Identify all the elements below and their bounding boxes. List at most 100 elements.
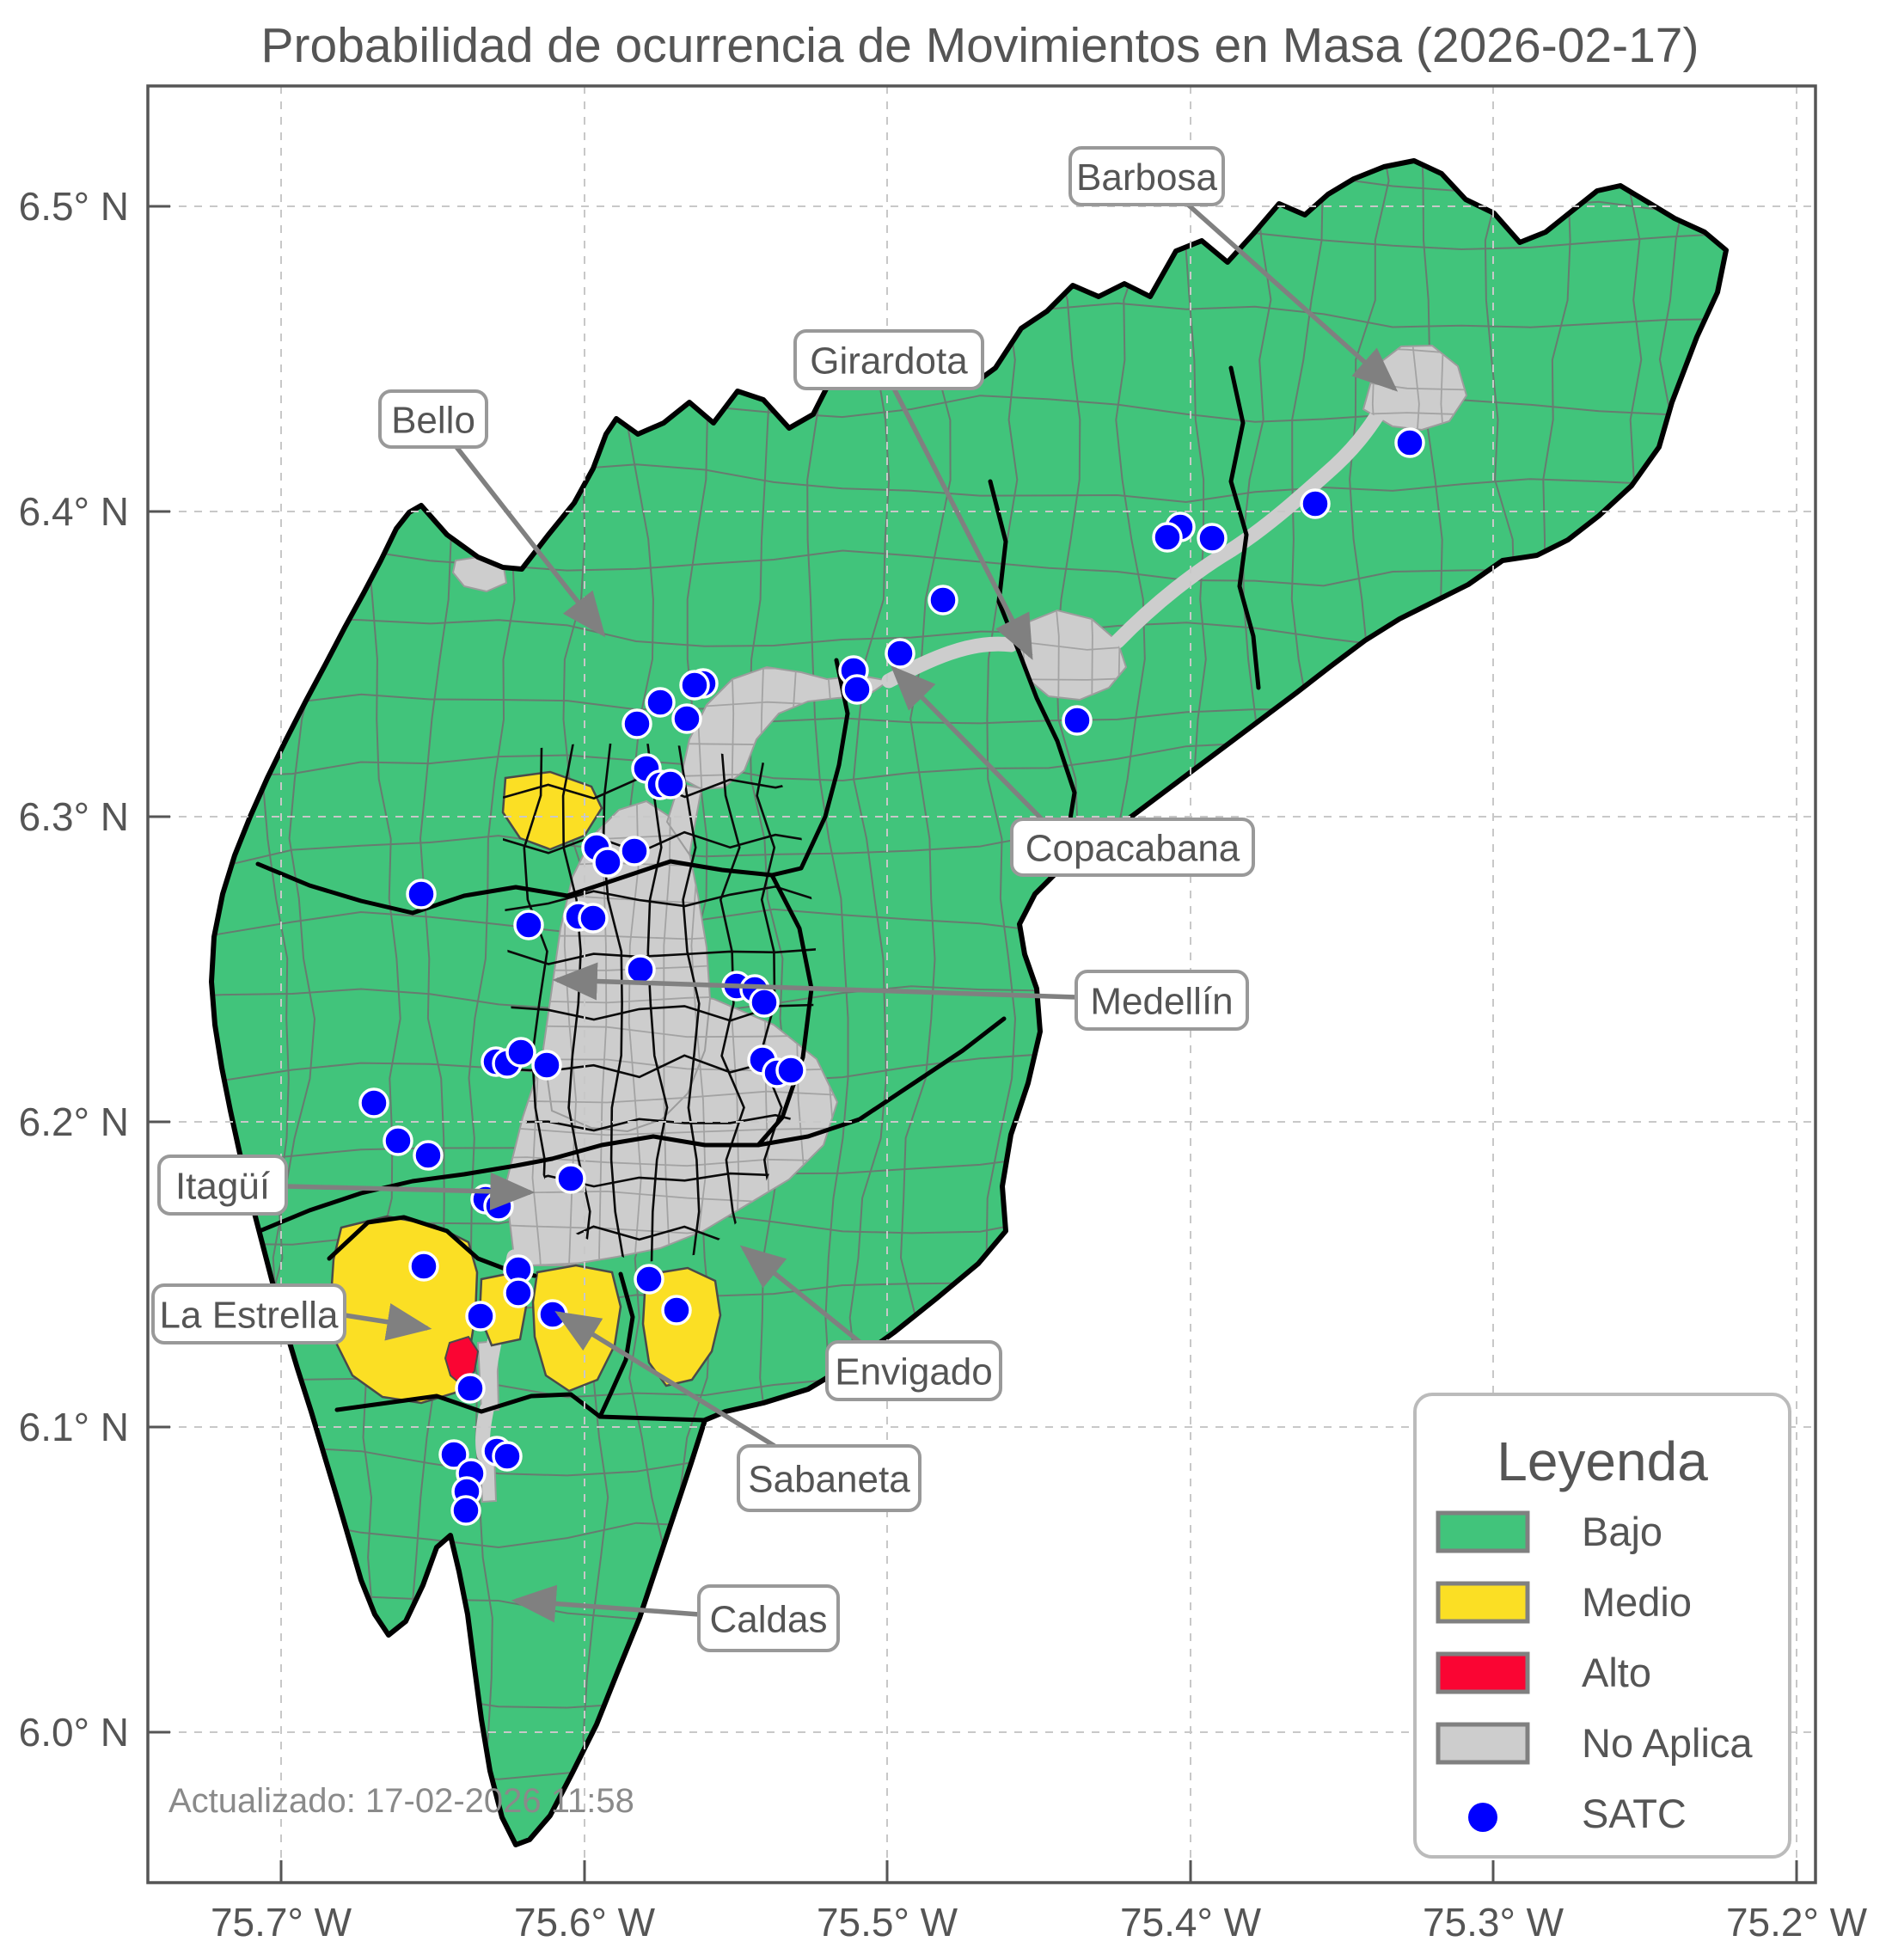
callout-girardota: Girardota — [793, 329, 1033, 660]
satc-dot — [555, 1163, 586, 1194]
callout-box — [697, 1584, 840, 1652]
boundary-bello-copacabana — [769, 658, 850, 878]
comuna-line — [503, 885, 817, 912]
callout-medellin: Medellín — [552, 962, 1249, 1031]
comuna-line — [646, 743, 669, 1264]
satc-dot — [450, 1495, 481, 1526]
satc-dot — [1062, 705, 1093, 736]
callout-box — [157, 1155, 288, 1216]
satc-dot — [358, 1087, 389, 1118]
satc-dot — [661, 1295, 692, 1326]
boundary-itagui-north — [257, 1156, 554, 1234]
legend-item-medio: Medio — [1436, 1579, 1692, 1625]
callout-label: Copacabana — [1026, 828, 1240, 870]
callout-label: Bello — [391, 400, 475, 442]
boundary-sabaneta-envigado — [597, 1271, 635, 1419]
satc-dot — [625, 954, 656, 985]
legend-swatch — [1436, 1651, 1530, 1694]
callout-box — [737, 1444, 922, 1512]
legend-item-label: Alto — [1582, 1650, 1651, 1695]
comuna-line — [602, 743, 626, 1264]
satc-dot — [679, 670, 710, 701]
satc-dot — [1197, 523, 1228, 554]
callout-arrow — [285, 1172, 536, 1210]
callout-box — [1068, 146, 1225, 206]
callout-arrow — [1186, 202, 1399, 392]
y-tick-label: 6.0° N — [19, 1710, 129, 1755]
callout-label: La Estrella — [160, 1295, 339, 1337]
satc-dot — [928, 585, 958, 616]
satc-dot — [505, 1037, 536, 1068]
satc-dot — [406, 879, 437, 910]
satc-dot — [621, 708, 652, 739]
satc-dot — [408, 1251, 439, 1282]
risk-medium-patch-envigado — [641, 1266, 722, 1387]
legend: Leyenda Bajo Medio Alto No Aplica SATC — [1413, 1393, 1791, 1859]
x-tick-label: 75.5° W — [817, 1900, 958, 1945]
legend-swatch — [1436, 1581, 1530, 1624]
satc-dot — [671, 703, 702, 734]
satc-dot — [1300, 488, 1331, 519]
satc-dot — [503, 1277, 534, 1308]
satc-dot — [634, 1264, 664, 1295]
callout-arrow — [344, 1303, 432, 1341]
boundary-bello-medellin — [255, 859, 775, 916]
callout-label: Medellín — [1090, 981, 1233, 1023]
legend-item-label: Bajo — [1582, 1509, 1662, 1554]
updated-timestamp: Actualizado: 17-02-2026 11:58 — [168, 1782, 634, 1820]
x-tick-label: 75.7° W — [211, 1900, 352, 1945]
callout-arrow — [891, 665, 1044, 821]
legend-item-label: No Aplica — [1582, 1720, 1753, 1766]
callout-box — [151, 1283, 346, 1344]
satc-dot — [1152, 522, 1183, 553]
callout-box — [378, 389, 488, 449]
callout-label: Sabaneta — [748, 1459, 910, 1501]
callout-box — [793, 329, 984, 390]
callout-label: Caldas — [710, 1599, 828, 1641]
callout-copacabana: Copacabana — [891, 665, 1255, 877]
y-tick-label: 6.5° N — [19, 184, 129, 229]
callout-label: Envigado — [835, 1351, 992, 1393]
satc-dot — [645, 687, 676, 718]
satc-dot — [749, 987, 780, 1018]
callout-arrow — [554, 1311, 776, 1449]
satc-dot — [885, 638, 915, 669]
municipal-boundaries — [255, 365, 1261, 1423]
satc-dot — [842, 674, 873, 705]
boundary-envigado-north — [756, 1016, 1007, 1148]
legend-dot — [1468, 1803, 1497, 1832]
callout-arrow — [511, 1584, 700, 1623]
comuna-line — [677, 743, 701, 1264]
urban-strip-segment — [1110, 400, 1390, 649]
y-tick-label: 6.4° N — [19, 489, 129, 534]
callout-la-estrella: La Estrella — [151, 1283, 432, 1344]
x-tick-label: 75.6° W — [514, 1900, 656, 1945]
satc-dot — [578, 903, 609, 934]
y-tick-label: 6.3° N — [19, 794, 129, 839]
callout-arrow — [891, 387, 1033, 660]
callout-label: Barbosa — [1076, 156, 1217, 199]
satc-dot — [438, 1439, 469, 1470]
legend-swatch — [1436, 1722, 1530, 1765]
tick-marks — [148, 205, 1798, 1883]
callout-arrow — [454, 445, 606, 638]
callout-arrow — [739, 1245, 861, 1344]
satc-dot — [775, 1055, 806, 1086]
legend-swatch — [1436, 1510, 1530, 1553]
axes: 75.7° W 75.6° W 75.5° W 75.4° W 75.3° W 75.2°… — [19, 84, 1868, 1945]
comuna-line — [503, 830, 817, 854]
satc-dot — [513, 910, 544, 940]
satc-dot — [483, 1191, 514, 1222]
satc-dot — [531, 1050, 562, 1081]
legend-item-alto: Alto — [1436, 1650, 1651, 1695]
municipality-callouts: Barbosa Girardota Bello Copacabana Medellín I… — [151, 146, 1399, 1652]
satc-dot — [655, 769, 686, 799]
comuna-line — [503, 947, 817, 965]
legend-item-satc: SATC — [1468, 1791, 1687, 1836]
callout-label: Girardota — [810, 340, 968, 383]
callout-bello: Bello — [378, 389, 606, 638]
callout-arrow — [552, 962, 1077, 1001]
satc-dot — [465, 1301, 496, 1332]
tick-labels: 75.7° W 75.6° W 75.5° W 75.4° W 75.3° W 75.2°… — [19, 184, 1868, 1945]
